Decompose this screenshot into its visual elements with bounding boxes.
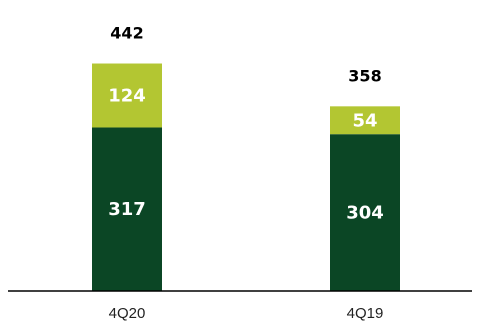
bars-group (92, 63, 400, 291)
x-tick-label-4q19: 4Q19 (347, 305, 384, 322)
bar-segment-4q20-2 (92, 63, 162, 128)
data-label-4q19-1: 304 (346, 203, 384, 224)
x-tick-labels-group: 4Q20 4Q19 (109, 305, 384, 322)
data-label-4q19-2: 54 (352, 110, 377, 131)
total-label-4q20: 442 (110, 24, 143, 43)
total-label-4q19: 358 (348, 66, 381, 85)
total-labels-group: 442 358 (110, 24, 381, 86)
data-label-4q20-1: 317 (108, 199, 146, 220)
x-tick-label-4q20: 4Q20 (109, 305, 146, 322)
bar-segment-4q19-2 (330, 106, 400, 135)
bar-segment-4q20-1 (92, 127, 162, 291)
segment-labels-group: 317 124 304 54 (108, 85, 384, 223)
bar-segment-4q19-1 (330, 134, 400, 291)
data-label-4q20-2: 124 (108, 85, 146, 106)
